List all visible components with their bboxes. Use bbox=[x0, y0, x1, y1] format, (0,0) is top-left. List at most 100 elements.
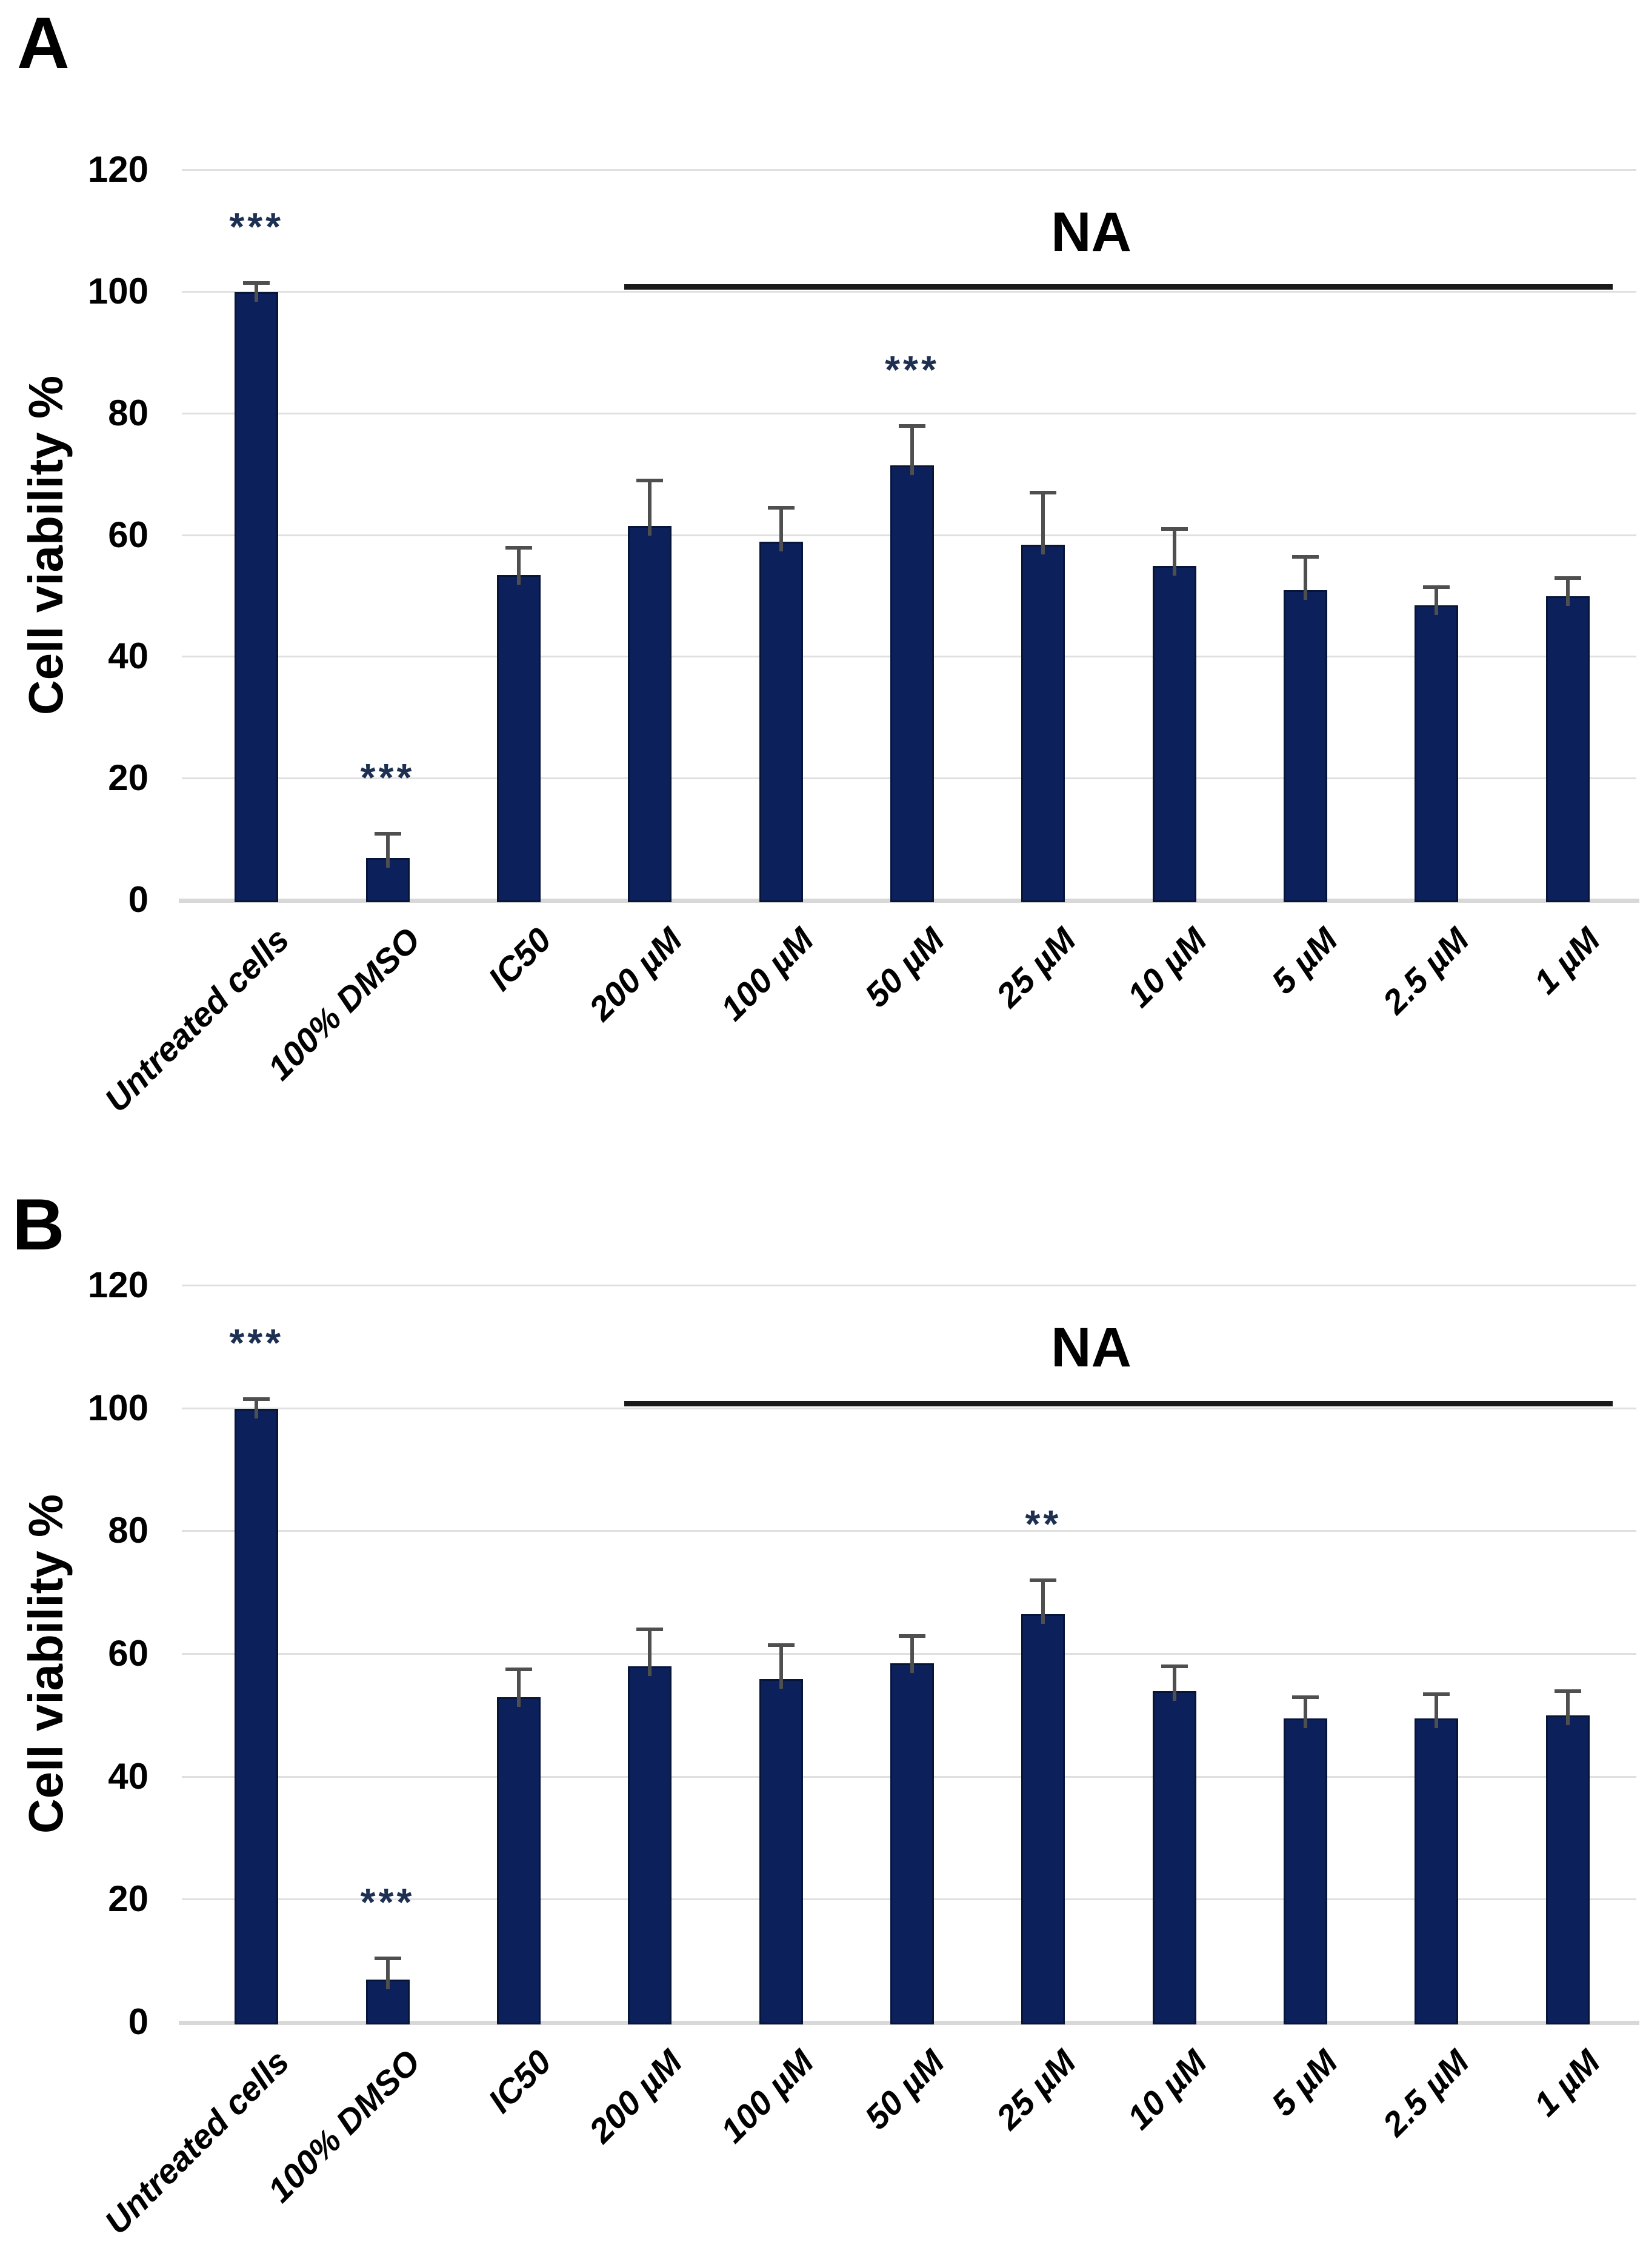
x-axis-tick-label-a-2-5-m: 2.5 µM bbox=[1375, 920, 1476, 1022]
error-bar-stem-a-5-m bbox=[1304, 556, 1308, 600]
bar-a-untreated-cells bbox=[235, 291, 279, 902]
error-bar-stem-b-5-m bbox=[1304, 1697, 1308, 1729]
error-bar-cap-b-10-m bbox=[1161, 1664, 1188, 1669]
error-bar-stem-a-50-m bbox=[910, 425, 914, 476]
x-axis-tick-label-a-50-m: 50 µM bbox=[857, 920, 952, 1015]
error-bar-cap-a-1-m bbox=[1554, 576, 1581, 580]
bar-a-50-m bbox=[890, 465, 934, 902]
gridline-b-60 bbox=[182, 1653, 1636, 1655]
error-bar-cap-b-50-m bbox=[899, 1634, 925, 1638]
panel-a-label: A bbox=[17, 2, 70, 84]
y-axis-tick-label-a-100: 100 bbox=[87, 270, 148, 311]
bar-b-25-m bbox=[1021, 1614, 1065, 2024]
significance-label-b-100-dmso: *** bbox=[360, 1880, 415, 1924]
na-label-b: NA bbox=[1051, 1317, 1131, 1378]
y-axis-tick-label-a-40: 40 bbox=[108, 636, 148, 677]
error-bar-stem-a-10-m bbox=[1172, 529, 1176, 576]
error-bar-stem-b-25-m bbox=[1041, 1580, 1045, 1625]
error-bar-stem-b-100-m bbox=[779, 1644, 783, 1689]
bar-a-1-m bbox=[1545, 596, 1590, 902]
x-axis-tick-label-b-untreated-cells: Untreated cells bbox=[96, 2042, 296, 2242]
y-axis-tick-label-b-20: 20 bbox=[108, 1878, 148, 1920]
error-bar-stem-a-100-dmso bbox=[385, 833, 390, 868]
bar-b-50-m bbox=[890, 1663, 934, 2024]
gridline-a-80 bbox=[182, 412, 1636, 414]
error-bar-stem-a-2-5-m bbox=[1435, 587, 1439, 615]
na-line-a bbox=[624, 284, 1613, 290]
significance-label-a-50-m: *** bbox=[885, 347, 939, 391]
error-bar-cap-a-25-m bbox=[1030, 491, 1057, 495]
y-axis-tick-label-b-100: 100 bbox=[87, 1387, 148, 1428]
y-axis-tick-label-a-120: 120 bbox=[87, 149, 148, 190]
error-bar-cap-a-ic50 bbox=[505, 545, 532, 550]
error-bar-stem-a-25-m bbox=[1041, 493, 1045, 554]
x-axis-tick-label-b-100-m: 100 µM bbox=[713, 2042, 821, 2150]
gridline-a-100 bbox=[182, 290, 1636, 293]
error-bar-cap-b-100-dmso bbox=[374, 1956, 401, 1960]
x-axis-tick-label-a-25-m: 25 µM bbox=[988, 920, 1083, 1015]
significance-label-a-untreated-cells: *** bbox=[229, 204, 284, 248]
error-bar-cap-a-2-5-m bbox=[1423, 585, 1450, 589]
y-axis-tick-label-a-60: 60 bbox=[108, 514, 148, 555]
error-bar-cap-b-ic50 bbox=[505, 1668, 532, 1672]
error-bar-cap-b-100-m bbox=[767, 1643, 795, 1647]
y-axis-tick-label-b-0: 0 bbox=[128, 2001, 148, 2042]
y-axis-tick-label-a-20: 20 bbox=[108, 757, 148, 799]
bar-b-200-m bbox=[628, 1666, 672, 2024]
error-bar-cap-a-untreated-cells bbox=[243, 281, 270, 285]
bar-b-2-5-m bbox=[1415, 1718, 1459, 2024]
bar-b-1-m bbox=[1545, 1715, 1590, 2024]
significance-label-b-untreated-cells: *** bbox=[229, 1321, 284, 1365]
x-axis-tick-label-a-1-m: 1 µM bbox=[1526, 920, 1608, 1002]
error-bar-cap-a-100-dmso bbox=[374, 831, 401, 836]
error-bar-stem-a-ic50 bbox=[516, 547, 521, 585]
bar-a-10-m bbox=[1152, 565, 1196, 902]
bar-a-5-m bbox=[1284, 590, 1328, 902]
error-bar-cap-b-1-m bbox=[1554, 1689, 1581, 1693]
x-axis-tick-label-b-10-m: 10 µM bbox=[1119, 2042, 1214, 2137]
gridline-b-100 bbox=[182, 1407, 1636, 1409]
x-axis-tick-label-b-200-m: 200 µM bbox=[582, 2042, 690, 2150]
gridline-b-80 bbox=[182, 1530, 1636, 1532]
error-bar-stem-b-50-m bbox=[910, 1635, 914, 1674]
bar-a-2-5-m bbox=[1415, 605, 1459, 902]
bar-b-untreated-cells bbox=[235, 1408, 279, 2024]
significance-label-a-100-dmso: *** bbox=[360, 755, 415, 799]
gridline-a-120 bbox=[182, 169, 1636, 171]
bar-a-ic50 bbox=[496, 574, 541, 902]
panel-b-label: B bbox=[12, 1184, 65, 1265]
error-bar-cap-a-100-m bbox=[767, 506, 795, 510]
error-bar-stem-a-1-m bbox=[1565, 577, 1570, 606]
error-bar-stem-a-200-m bbox=[648, 481, 652, 536]
x-axis-tick-label-a-5-m: 5 µM bbox=[1264, 920, 1345, 1002]
error-bar-cap-a-200-m bbox=[636, 479, 664, 483]
bar-b-ic50 bbox=[496, 1697, 541, 2024]
error-bar-stem-b-100-dmso bbox=[385, 1958, 390, 1990]
error-bar-cap-b-5-m bbox=[1292, 1695, 1319, 1699]
significance-label-b-25-m: ** bbox=[1025, 1502, 1062, 1546]
error-bar-stem-b-1-m bbox=[1565, 1691, 1570, 1726]
bar-a-100-m bbox=[759, 541, 803, 902]
x-axis-tick-label-b-5-m: 5 µM bbox=[1264, 2042, 1345, 2124]
error-bar-cap-b-untreated-cells bbox=[243, 1397, 270, 1402]
x-axis-tick-label-b-ic50: IC50 bbox=[480, 2042, 559, 2120]
y-axis-tick-label-a-80: 80 bbox=[108, 392, 148, 433]
x-axis-tick-label-b-25-m: 25 µM bbox=[988, 2042, 1083, 2137]
y-axis-tick-label-b-60: 60 bbox=[108, 1633, 148, 1674]
x-axis-tick-label-b-2-5-m: 2.5 µM bbox=[1375, 2042, 1476, 2144]
error-bar-cap-a-50-m bbox=[899, 424, 925, 428]
x-axis-tick-label-b-1-m: 1 µM bbox=[1526, 2042, 1608, 2124]
y-axis-tick-label-b-120: 120 bbox=[87, 1265, 148, 1305]
x-axis-tick-label-a-200-m: 200 µM bbox=[582, 920, 690, 1028]
y-axis-tick-label-b-40: 40 bbox=[108, 1755, 148, 1797]
error-bar-stem-b-ic50 bbox=[516, 1669, 521, 1707]
x-axis-tick-label-a-untreated-cells: Untreated cells bbox=[96, 920, 296, 1120]
x-axis-tick-label-b-50-m: 50 µM bbox=[857, 2042, 952, 2137]
x-axis-tick-label-a-10-m: 10 µM bbox=[1119, 920, 1214, 1015]
bar-a-25-m bbox=[1021, 544, 1065, 902]
error-bar-stem-a-100-m bbox=[779, 508, 783, 551]
x-axis-tick-label-a-ic50: IC50 bbox=[480, 920, 559, 998]
error-bar-stem-b-2-5-m bbox=[1435, 1694, 1439, 1729]
bar-b-5-m bbox=[1284, 1718, 1328, 2024]
